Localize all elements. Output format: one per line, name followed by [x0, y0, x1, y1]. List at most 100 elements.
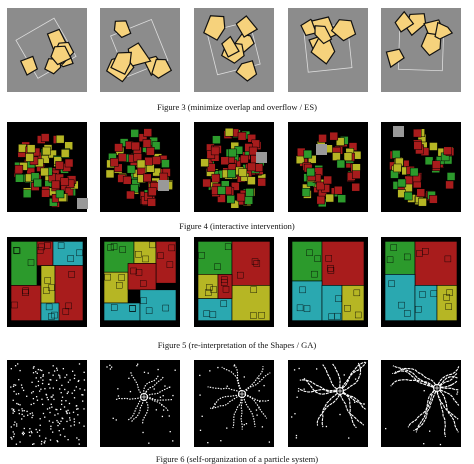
tile: [211, 173, 221, 183]
particle: [36, 372, 38, 374]
particle: [32, 372, 35, 374]
panel: [7, 360, 87, 447]
particle: [32, 397, 35, 400]
particle: [41, 369, 43, 372]
particle-chain: [436, 387, 459, 420]
particle: [325, 425, 328, 428]
shape-group: [203, 15, 261, 82]
particle: [199, 429, 202, 432]
particle: [56, 409, 58, 411]
particle: [78, 443, 80, 445]
particle: [29, 435, 31, 437]
particle: [50, 403, 52, 405]
tile: [210, 146, 220, 156]
particle: [52, 387, 54, 389]
particle: [35, 377, 37, 379]
particle: [12, 385, 15, 388]
sub-tile: [209, 311, 217, 318]
sub-tile: [386, 256, 394, 263]
tile: [136, 159, 146, 169]
particle: [56, 440, 58, 442]
region: [414, 241, 458, 286]
tile: [409, 167, 419, 177]
tile: [118, 153, 127, 162]
particle-chain: [241, 393, 256, 428]
particle: [56, 369, 58, 371]
particle-chain: [436, 380, 458, 389]
particle: [174, 369, 176, 371]
sub-tile: [325, 255, 332, 262]
sub-tile: [65, 302, 72, 310]
particle: [295, 434, 298, 437]
particle: [169, 430, 171, 433]
sub-tile: [67, 255, 74, 262]
sub-tile: [335, 295, 342, 302]
tile: [335, 137, 345, 146]
particle: [161, 404, 163, 406]
tile: [15, 174, 24, 183]
particle: [78, 379, 80, 382]
particle-chain: [240, 393, 243, 430]
tile: [247, 176, 256, 185]
particle: [50, 425, 52, 427]
particle: [450, 384, 452, 386]
tile: [26, 144, 36, 153]
tile: [224, 127, 234, 137]
particle: [66, 392, 68, 395]
sub-tile: [119, 246, 126, 253]
shape: [127, 42, 152, 68]
particle: [40, 377, 42, 379]
particle: [33, 366, 35, 368]
particle: [233, 365, 235, 367]
particle: [261, 426, 264, 428]
particle: [67, 391, 69, 393]
particle: [37, 368, 39, 371]
particle: [64, 435, 66, 438]
particle-chain: [332, 363, 341, 392]
particle: [153, 388, 155, 390]
particle: [52, 431, 54, 433]
particle-chain: [339, 361, 366, 392]
particle: [10, 426, 12, 428]
particle: [37, 380, 40, 383]
particle: [142, 431, 144, 434]
sub-tile: [404, 253, 411, 261]
particle-chain: [299, 379, 341, 393]
particle: [258, 390, 260, 392]
particle: [61, 396, 64, 398]
particle: [66, 420, 68, 423]
tile: [14, 164, 24, 174]
particle: [44, 388, 46, 390]
tile: [413, 141, 423, 150]
tile: [60, 177, 69, 186]
tile: [446, 172, 456, 181]
particle: [37, 384, 40, 387]
sub-tile: [129, 305, 136, 312]
particle: [57, 421, 59, 423]
particle: [42, 374, 44, 376]
particle: [73, 418, 75, 420]
particle-chain: [127, 396, 145, 421]
particle: [147, 372, 149, 374]
tile: [238, 168, 248, 177]
particle: [64, 388, 66, 391]
sub-tile: [353, 289, 361, 297]
particle: [65, 400, 67, 402]
particle-chain: [207, 386, 243, 395]
tile: [257, 177, 266, 187]
particle: [348, 437, 350, 439]
tile: [404, 191, 413, 201]
particle: [69, 419, 71, 421]
particle: [32, 367, 35, 369]
tile: [245, 188, 254, 197]
sub-tile: [135, 269, 143, 276]
attractor-cross: [336, 387, 344, 395]
sub-tile: [68, 271, 75, 278]
particle: [19, 441, 21, 443]
caption: Figure 4 (interactive intervention): [179, 221, 295, 231]
particle: [82, 394, 84, 396]
particle: [36, 399, 39, 401]
particle: [12, 435, 15, 438]
